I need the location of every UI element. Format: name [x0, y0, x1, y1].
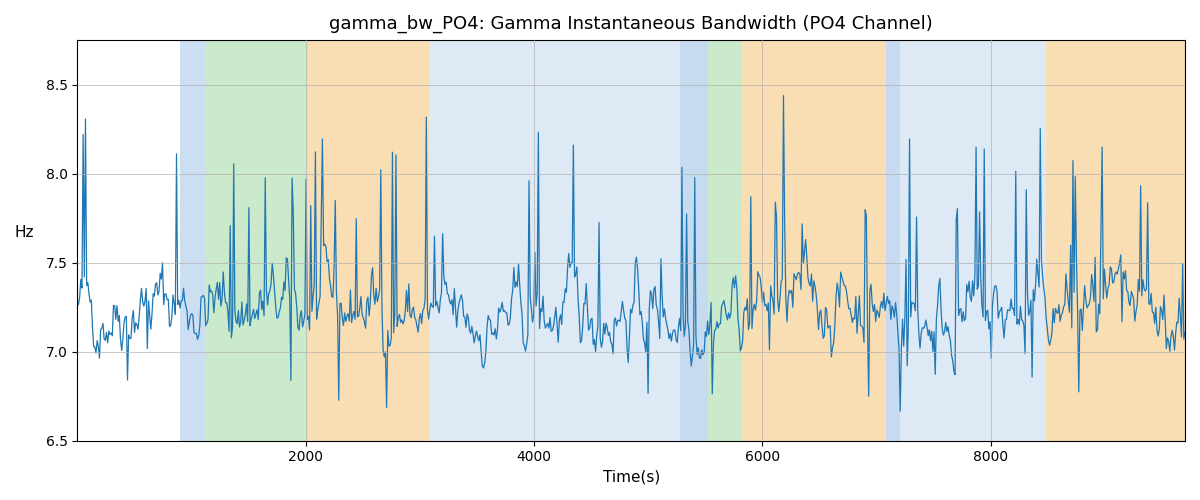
X-axis label: Time(s): Time(s) [602, 470, 660, 485]
Title: gamma_bw_PO4: Gamma Instantaneous Bandwidth (PO4 Channel): gamma_bw_PO4: Gamma Instantaneous Bandwi… [329, 15, 934, 34]
Bar [708, 40, 742, 440]
Bar [308, 40, 430, 440]
Bar [205, 40, 308, 440]
Bar [742, 40, 886, 440]
Bar [680, 40, 708, 440]
Bar [430, 40, 680, 440]
Bar [900, 40, 1045, 440]
Bar [886, 40, 900, 440]
Bar [1045, 40, 1186, 440]
Bar [180, 40, 205, 440]
Y-axis label: Hz: Hz [14, 226, 35, 240]
